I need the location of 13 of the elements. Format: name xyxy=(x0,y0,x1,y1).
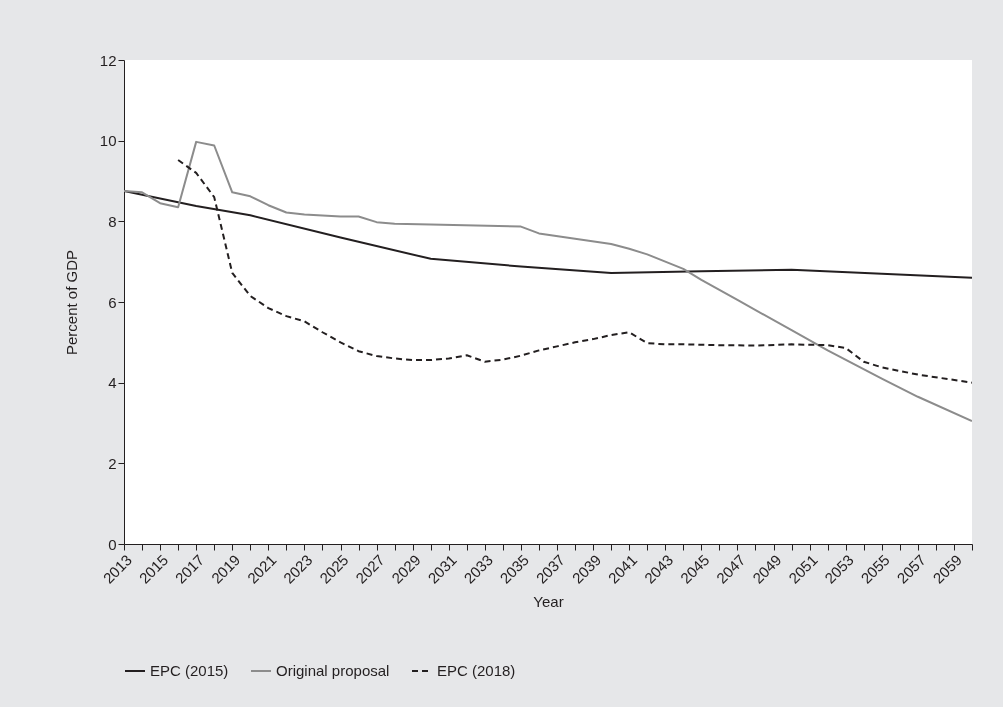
line-series xyxy=(124,140,972,422)
legend-label: EPC (2018) xyxy=(437,662,516,679)
y-tick-label: 8 xyxy=(108,212,117,230)
y-tick-label: 0 xyxy=(108,535,117,553)
y-tick-label: 6 xyxy=(108,293,117,311)
legend-label: Original proposal xyxy=(276,662,390,679)
y-tick-label: 10 xyxy=(99,132,117,150)
x-axis-title: Year xyxy=(533,592,564,610)
legend-label: EPC (2015) xyxy=(150,662,229,679)
y-tick-label: 2 xyxy=(108,454,117,472)
y-tick-label: 4 xyxy=(108,374,117,392)
y-tick-label: 12 xyxy=(99,51,117,69)
y-axis-title: Percent of GDP xyxy=(62,249,80,356)
